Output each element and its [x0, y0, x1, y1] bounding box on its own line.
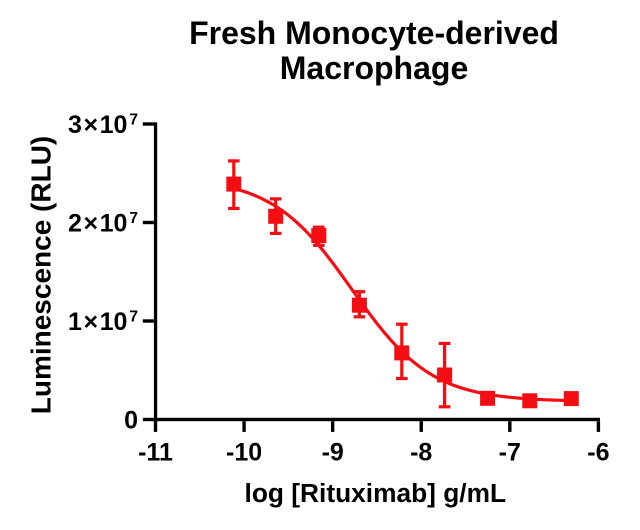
svg-text:0: 0	[124, 407, 138, 435]
svg-text:Fresh Monocyte-derived: Fresh Monocyte-derived	[189, 15, 559, 51]
svg-text:log [Rituximab] g/mL: log [Rituximab] g/mL	[245, 478, 507, 508]
svg-text:3×107: 3×10 7	[68, 111, 138, 139]
svg-text:-10: -10	[226, 439, 262, 467]
svg-text:-7: -7	[499, 439, 521, 467]
svg-text:-6: -6	[587, 439, 609, 467]
svg-text:Luminescence (RLU): Luminescence (RLU)	[25, 136, 56, 415]
svg-text:-8: -8	[410, 439, 432, 467]
svg-text:-11: -11	[138, 439, 173, 467]
svg-text:Macrophage: Macrophage	[280, 50, 468, 86]
svg-text:-9: -9	[322, 439, 344, 467]
svg-text:1×107: 1×10 7	[68, 308, 138, 336]
svg-text:2×107: 2×10 7	[68, 210, 138, 238]
